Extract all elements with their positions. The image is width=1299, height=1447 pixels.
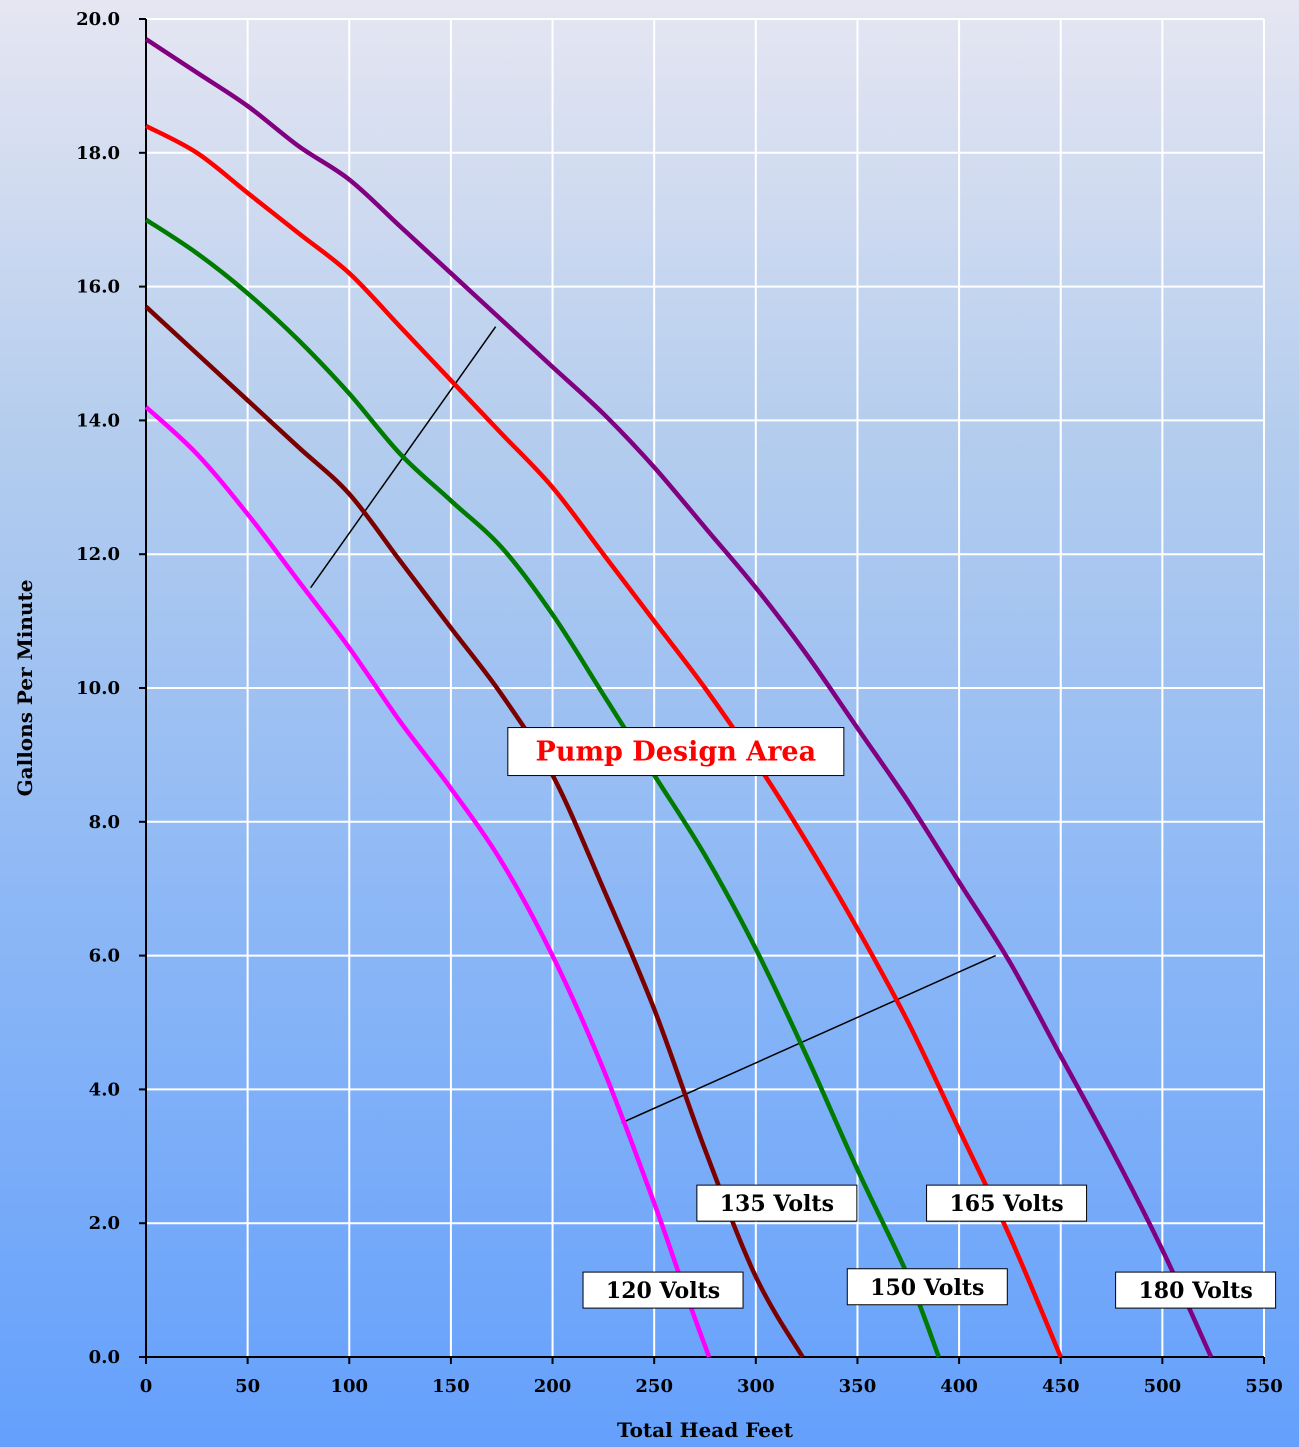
design-area-annotation: Pump Design Area [507,727,845,777]
x-tick-label: 50 [235,1376,260,1397]
x-tick-label: 550 [1245,1376,1283,1397]
x-tick-label: 350 [839,1376,877,1397]
series-label-text: 165 Volts [949,1191,1063,1217]
x-tick-label: 400 [940,1376,978,1397]
series-label-150-volts: 150 Volts [846,1268,1008,1306]
x-tick-label: 0 [140,1376,153,1397]
x-tick-labels: 0 50 100 150 200 250 300 350 400 450 500 550 [140,1376,1283,1397]
series-labels: 120 Volts 135 Volts 150 Volts 165 Volts 180 … [582,1184,1277,1309]
y-tick-label: 12.0 [76,544,120,565]
series-label-120-volts: 120 Volts [582,1271,744,1309]
series-label-180-volts: 180 Volts [1115,1271,1277,1309]
y-tick-label: 16.0 [76,277,120,298]
design-area-box [507,727,845,777]
series-label-box [846,1268,1008,1306]
design-bound-line [621,954,996,1124]
y-tick-label: 0.0 [89,1347,120,1368]
x-tick-label: 100 [330,1376,368,1397]
x-tick-label: 250 [635,1376,673,1397]
series-line-120-volts [144,405,712,1358]
y-tick-label: 6.0 [89,946,120,967]
series-line-135-volts [144,305,805,1359]
series-label-165-volts: 165 Volts [926,1184,1088,1222]
x-tick-label: 500 [1144,1376,1182,1397]
series-lines [144,37,1214,1359]
x-tick-label: 200 [534,1376,572,1397]
y-axis-title: Gallons Per Minute [13,580,37,797]
y-tick-label: 20.0 [76,9,120,30]
series-label-box [926,1184,1088,1222]
design-area-label: Pump Design Area [536,737,817,768]
series-label-text: 135 Volts [720,1191,834,1217]
y-tick-label: 18.0 [76,143,120,164]
x-tick-label: 300 [737,1376,775,1397]
series-label-text: 150 Volts [870,1275,984,1301]
y-tick-label: 10.0 [76,678,120,699]
series-label-text: 180 Volts [1139,1278,1253,1304]
x-tick-label: 150 [432,1376,470,1397]
series-label-text: 120 Volts [606,1278,720,1304]
x-axis-title: Total Head Feet [617,1418,794,1442]
series-label-135-volts: 135 Volts [696,1184,858,1222]
series-label-box [1115,1271,1277,1309]
x-tick-label: 450 [1042,1376,1080,1397]
axes [139,18,1265,1364]
series-line-150-volts [144,217,941,1358]
series-line-180-volts [144,37,1214,1358]
y-tick-label: 8.0 [89,812,120,833]
y-tick-label: 2.0 [89,1213,120,1234]
y-tick-label: 4.0 [89,1079,120,1100]
series-line-165-volts [144,124,1063,1358]
y-tick-label: 14.0 [76,410,120,431]
y-tick-labels: 0.0 2.0 4.0 6.0 8.0 10.0 12.0 14.0 16.0 18.0 20.0 [76,9,120,1368]
series-label-box [696,1184,858,1222]
series-label-box [582,1271,744,1309]
